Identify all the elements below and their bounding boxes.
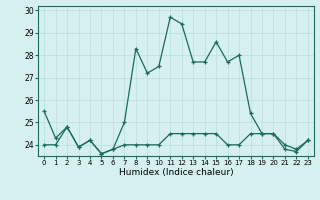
X-axis label: Humidex (Indice chaleur): Humidex (Indice chaleur) — [119, 168, 233, 177]
